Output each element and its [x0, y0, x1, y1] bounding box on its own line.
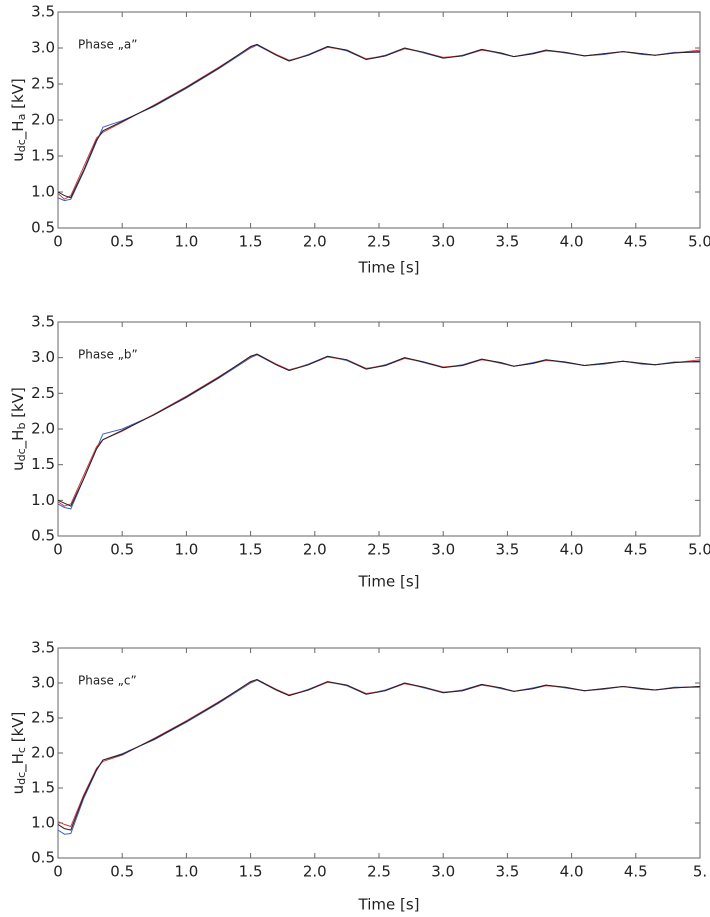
y-label-part: dc: [15, 139, 28, 152]
y-label-part: _H: [9, 430, 28, 450]
x-tick-label: 1.5: [239, 863, 263, 881]
x-tick-label: 1.0: [174, 863, 198, 881]
data-line: [57, 354, 700, 510]
x-tick-label: 5.0: [688, 233, 710, 251]
y-tick-label: 1.5: [31, 147, 55, 165]
plot-frame: [57, 647, 701, 859]
x-tick-label: 4.5: [624, 863, 648, 881]
data-line: [57, 678, 701, 828]
data-line: [57, 679, 700, 835]
y-axis-label: udc_Hb [kV]: [9, 387, 29, 471]
y-tick-label: 2.5: [31, 384, 55, 402]
y-label-part: b: [15, 423, 28, 430]
y-label-part: [kV]: [9, 712, 27, 747]
x-tick-label: 5.0: [688, 541, 710, 559]
plot-frame: [57, 11, 701, 229]
x-tick-label: 1.0: [174, 233, 198, 251]
y-label-part: u: [9, 152, 27, 162]
x-tick-label: 3.0: [431, 863, 455, 881]
x-tick-label: 4.5: [624, 541, 648, 559]
y-tick-label: 3.5: [31, 313, 55, 331]
x-tick-label: 2.5: [367, 233, 391, 251]
y-tick-label: 3.0: [31, 39, 55, 57]
y-tick-label: 0.5: [31, 219, 55, 237]
subplot: 0 0.5 1.0 1.5 2.0 2.5 3.0 3.5 4.0 4.5 5.00.51.01.5…: [9, 313, 710, 591]
x-tick-label: 0: [53, 541, 63, 559]
y-tick-label: 2.0: [31, 111, 55, 129]
x-tick-label: 1.5: [239, 541, 263, 559]
subplot: 0 0.5 1.0 1.5 2.0 2.5 3.0 3.5 4.0 4.5 5.00.51.01.5…: [9, 3, 710, 277]
y-label-part: dc: [15, 772, 28, 785]
y-tick-label: 1.0: [31, 491, 55, 509]
x-tick-label: 2.5: [367, 863, 391, 881]
y-label-part: dc: [15, 448, 28, 461]
x-tick-label: 0: [53, 863, 63, 881]
y-label-part: _H: [9, 753, 28, 773]
x-tick-label: 4.0: [560, 541, 584, 559]
plot-frame: [57, 321, 701, 537]
y-tick-label: 2.5: [31, 75, 55, 93]
x-tick-label: 0: [53, 233, 63, 251]
y-axis-label: udc_Hc [kV]: [9, 712, 29, 795]
x-axis-label: Time [s]: [358, 259, 420, 277]
x-tick-label: 0.5: [110, 863, 134, 881]
y-tick-label: 0.5: [31, 527, 55, 545]
x-tick-label: 4.0: [560, 863, 584, 881]
y-tick-label: 1.5: [31, 779, 55, 797]
x-tick-label: 1.0: [174, 541, 198, 559]
x-tick-label: 4.0: [560, 233, 584, 251]
data-line: [57, 353, 701, 507]
x-axis-label: Time [s]: [358, 896, 420, 914]
x-tick-label: 0.5: [110, 541, 134, 559]
y-label-part: a: [15, 114, 28, 121]
annotation: Phase „c”: [78, 674, 137, 688]
data-line: [57, 43, 701, 199]
y-tick-label: 2.0: [31, 420, 55, 438]
y-label-part: u: [9, 461, 27, 471]
x-axis-label: Time [s]: [358, 573, 420, 591]
x-tick-label: 2.0: [303, 541, 327, 559]
x-tick-label: 4.5: [624, 233, 648, 251]
y-label-part: _H: [9, 120, 28, 140]
y-tick-label: 1.5: [31, 455, 55, 473]
x-tick-label: 2.0: [303, 233, 327, 251]
y-tick-label: 1.0: [31, 814, 55, 832]
y-label-part: c: [15, 747, 28, 753]
subplot: 0 0.5 1.0 1.5 2.0 2.5 3.0 3.5 4.0 4.5 5.0.51.01.52…: [9, 639, 708, 914]
data-line: [57, 353, 701, 507]
x-tick-label: 5.: [693, 863, 707, 881]
y-label-part: [kV]: [9, 387, 27, 422]
x-tick-label: 0.5: [110, 233, 134, 251]
x-tick-label: 2.5: [367, 541, 391, 559]
y-label-part: [kV]: [9, 78, 27, 113]
y-tick-label: 1.0: [31, 183, 55, 201]
y-tick-label: 2.5: [31, 709, 55, 727]
x-tick-label: 3.5: [495, 541, 519, 559]
x-tick-label: 3.0: [431, 541, 455, 559]
x-tick-label: 2.0: [303, 863, 327, 881]
x-tick-label: 3.0: [431, 233, 455, 251]
y-label-part: u: [9, 785, 27, 795]
x-tick-label: 1.5: [239, 233, 263, 251]
y-tick-label: 0.5: [31, 849, 55, 867]
data-line: [57, 678, 701, 831]
data-line: [57, 43, 701, 200]
y-tick-label: 3.5: [31, 3, 55, 21]
annotation: Phase „a”: [78, 38, 137, 52]
y-tick-label: 3.5: [31, 639, 55, 657]
y-tick-label: 2.0: [31, 744, 55, 762]
y-tick-label: 3.0: [31, 674, 55, 692]
y-tick-label: 3.0: [31, 348, 55, 366]
x-tick-label: 3.5: [495, 233, 519, 251]
data-line: [57, 44, 700, 202]
annotation: Phase „b”: [78, 348, 138, 362]
y-axis-label: udc_Ha [kV]: [9, 78, 29, 162]
x-tick-label: 3.5: [495, 863, 519, 881]
